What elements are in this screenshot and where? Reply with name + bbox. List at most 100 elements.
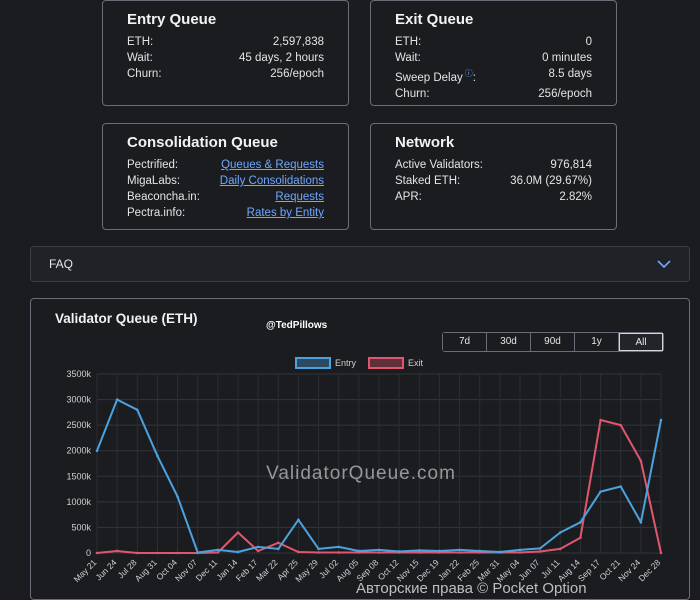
consolidation-queue-title: Consolidation Queue (127, 134, 278, 151)
data-point-exit (176, 551, 179, 555)
data-point-entry (135, 408, 139, 412)
data-point-exit (135, 551, 139, 555)
apr-value: 2.82% (559, 191, 592, 203)
y-tick-label: 2500k (66, 420, 91, 430)
data-point-entry (337, 545, 341, 549)
entry-eth-value: 2,597,838 (272, 36, 324, 48)
chart-title: Validator Queue (ETH) (55, 311, 198, 326)
data-point-exit (619, 423, 623, 427)
exit-queue-title: Exit Queue (395, 11, 474, 28)
data-point-exit (558, 547, 562, 551)
chart-watermark: ValidatorQueue.com (266, 463, 456, 484)
x-tick-label: Jun 07 (516, 557, 541, 582)
data-point-entry (659, 418, 663, 422)
range-7d-button[interactable]: 7d (443, 333, 487, 351)
data-point-exit (518, 551, 522, 554)
faq-label: FAQ (49, 257, 74, 271)
data-point-entry (317, 547, 320, 551)
exit-wait-value: 0 minutes (542, 52, 592, 64)
range-1y-button[interactable]: 1y (575, 333, 619, 351)
author-handle: @TedPillows (266, 320, 328, 331)
x-tick-label: Dec 11 (194, 557, 220, 583)
exit-churn-row: Churn: 256/epoch (395, 87, 592, 100)
consolidation-row-pectrified: Pectrified: Queues & Requests (127, 159, 324, 171)
range-30d-button[interactable]: 30d (487, 333, 531, 351)
x-tick-label: Mar 22 (254, 557, 280, 583)
data-point-exit (216, 551, 220, 554)
entry-wait-row: Wait: 45 days, 2 hours (127, 52, 324, 64)
info-icon[interactable]: ⓘ (464, 69, 473, 78)
consolidation-row-beaconchain: Beaconcha.in: Requests (127, 191, 324, 203)
range-selector: 7d 30d 90d 1y All (442, 332, 664, 352)
data-point-exit (115, 549, 119, 553)
data-point-exit (599, 418, 602, 422)
entry-churn-row: Churn: 256/epoch (127, 68, 324, 80)
requests-link[interactable]: Requests (275, 191, 324, 203)
data-point-exit (276, 541, 280, 545)
exit-sweep-row: Sweep Delay ⓘ: 8.5 days (395, 68, 592, 84)
x-tick-label: Aug 31 (133, 557, 159, 583)
data-point-entry (156, 454, 159, 458)
network-staked-row: Staked ETH: 36.0M (29.67%) (395, 175, 592, 187)
data-point-entry (397, 550, 401, 553)
data-point-exit (377, 551, 381, 554)
legend-label-exit[interactable]: Exit (408, 358, 424, 368)
data-point-entry (95, 449, 99, 453)
entry-queue-title: Entry Queue (127, 11, 217, 28)
faq-accordion[interactable]: FAQ (30, 246, 690, 282)
data-point-entry (297, 518, 300, 522)
data-point-exit (458, 551, 461, 554)
data-point-exit (639, 459, 643, 463)
data-point-entry (639, 521, 643, 524)
consolidation-row-pectra: Pectra.info: Rates by Entity (127, 207, 324, 219)
entry-wait-value: 45 days, 2 hours (238, 52, 324, 64)
x-tick-label: May 21 (72, 557, 99, 584)
entry-queue-card: Entry Queue ETH: 2,597,838 Wait: 45 days, … (102, 0, 349, 106)
y-tick-label: 3000k (66, 395, 91, 405)
y-tick-label: 1000k (66, 497, 91, 507)
validator-queue-chart: 0 500k 1000k 1500k 2000k 2500k 3000k 3500k May 2… (66, 357, 663, 584)
x-tick-label: May 29 (293, 557, 320, 584)
exit-wait-row: Wait: 0 minutes (395, 52, 592, 64)
x-tick-label: Nov 07 (173, 557, 199, 583)
data-point-entry (518, 548, 522, 552)
staked-eth-value: 36.0M (29.67%) (510, 175, 592, 187)
exit-sweep-value: 8.5 days (548, 68, 592, 80)
exit-eth-row: ETH: 0 (395, 36, 592, 48)
consolidation-queue-card: Consolidation Queue Pectrified: Queues & … (102, 123, 349, 230)
data-point-entry (438, 549, 441, 553)
data-point-entry (458, 548, 461, 552)
data-point-entry (558, 531, 562, 534)
data-point-exit (538, 550, 542, 553)
data-point-exit (95, 551, 99, 555)
data-point-exit (256, 549, 260, 553)
data-point-exit (156, 551, 159, 555)
y-tick-label: 2000k (66, 446, 91, 456)
data-point-exit (579, 536, 582, 539)
y-tick-label: 500k (71, 522, 91, 532)
range-all-button[interactable]: All (619, 333, 663, 351)
daily-consolidations-link[interactable]: Daily Consolidations (219, 175, 324, 187)
range-90d-button[interactable]: 90d (531, 333, 575, 351)
network-card: Network Active Validators: 976,814 Staked… (370, 123, 617, 230)
data-point-entry (498, 550, 502, 554)
data-point-entry (176, 495, 179, 499)
legend-swatch-entry[interactable] (295, 357, 331, 369)
data-point-entry (256, 545, 260, 549)
chevron-down-icon[interactable] (657, 260, 671, 268)
legend-swatch-exit[interactable] (368, 357, 404, 369)
legend-label-entry[interactable]: Entry (335, 358, 357, 368)
queues-requests-link[interactable]: Queues & Requests (221, 159, 324, 171)
entry-eth-row: ETH: 2,597,838 (127, 36, 324, 48)
rates-by-entity-link[interactable]: Rates by Entity (246, 207, 324, 219)
validator-queue-chart-card: 0 500k 1000k 1500k 2000k 2500k 3000k 3500k May 2… (30, 298, 690, 600)
data-point-entry (478, 549, 482, 553)
network-title: Network (395, 134, 455, 151)
data-point-entry (579, 521, 582, 524)
y-tick-label: 0 (86, 548, 91, 558)
data-point-entry (377, 548, 381, 552)
exit-eth-value: 0 (585, 36, 592, 48)
data-point-entry (196, 551, 200, 554)
consolidation-row-migalabs: MigaLabs: Daily Consolidations (127, 175, 324, 187)
data-point-entry (357, 549, 361, 553)
